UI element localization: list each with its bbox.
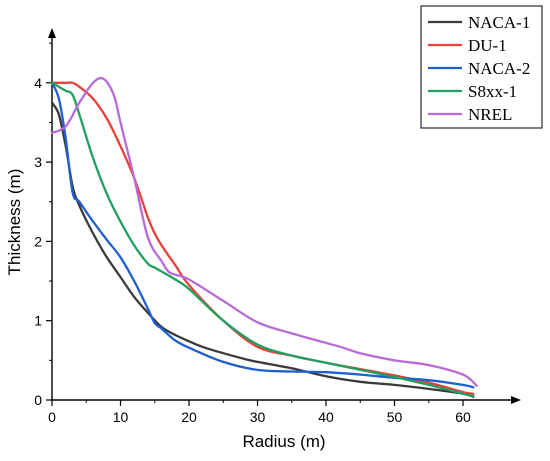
y-tick-label: 2: [34, 233, 42, 249]
x-tick-label: 20: [181, 409, 197, 425]
legend-label-naca-1: NACA-1: [468, 13, 530, 32]
legend-label-s8xx-1: S8xx-1: [468, 82, 517, 101]
x-tick-label: 50: [387, 409, 403, 425]
y-tick-label: 0: [34, 392, 42, 408]
x-tick-label: 10: [113, 409, 129, 425]
x-tick-label: 60: [455, 409, 471, 425]
x-tick-label: 30: [250, 409, 266, 425]
legend-label-nrel: NREL: [468, 105, 512, 124]
x-axis-label: Radius (m): [242, 432, 325, 451]
x-axis-arrow: [511, 396, 521, 404]
y-tick-label: 3: [34, 154, 42, 170]
series-line-naca-1: [50, 101, 475, 398]
series-line-naca-2: [50, 81, 475, 389]
legend-label-du-1: DU-1: [468, 36, 507, 55]
y-axis-arrow: [48, 28, 56, 38]
y-ticks: 0 1 2 3 4: [34, 42, 52, 408]
series-layer: [50, 76, 478, 398]
y-axis-label: Thickness (m): [5, 169, 24, 276]
y-tick-label: 1: [34, 313, 42, 329]
legend: NACA-1 DU-1 NACA-2 S8xx-1 NREL: [420, 5, 543, 129]
axes: [48, 28, 521, 404]
y-tick-label: 4: [34, 75, 42, 91]
x-ticks: 0 10 20 30 40 50 60: [48, 400, 471, 425]
x-tick-label: 40: [318, 409, 334, 425]
legend-label-naca-2: NACA-2: [468, 59, 530, 78]
x-tick-label: 0: [48, 409, 56, 425]
series-line-nrel: [50, 76, 478, 387]
